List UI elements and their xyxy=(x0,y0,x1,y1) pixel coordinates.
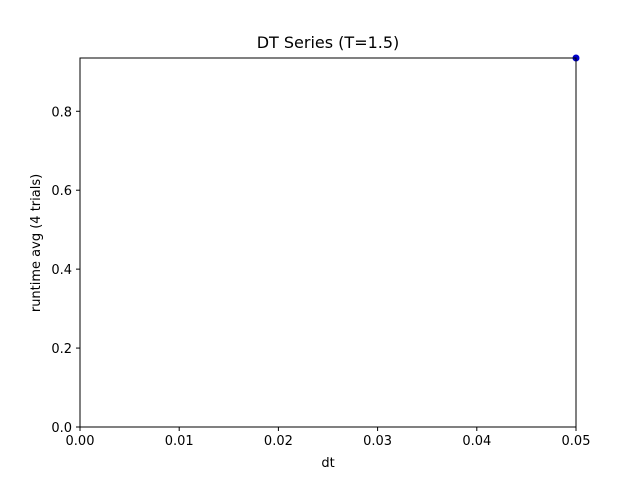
x-tick-label: 0.04 xyxy=(462,434,491,449)
y-axis-ticks: 0.0 0.2 0.4 0.6 0.8 xyxy=(51,105,80,436)
plot-frame xyxy=(79,57,577,428)
x-tick-label: 0.02 xyxy=(264,434,293,449)
y-tick-label: 0.4 xyxy=(51,263,72,278)
y-tick-label: 0.8 xyxy=(51,105,72,120)
y-tick-label: 0.0 xyxy=(51,421,72,436)
y-tick-label: 0.6 xyxy=(51,184,72,199)
y-tick-label: 0.2 xyxy=(51,342,72,357)
x-tick-label: 0.00 xyxy=(66,434,95,449)
x-tick-label: 0.05 xyxy=(562,434,591,449)
y-axis-label: runtime avg (4 trials) xyxy=(29,174,44,312)
chart-title: DT Series (T=1.5) xyxy=(257,33,400,52)
x-tick-label: 0.01 xyxy=(165,434,194,449)
x-axis-label: dt xyxy=(321,456,334,471)
x-tick-label: 0.03 xyxy=(363,434,392,449)
x-axis-ticks: 0.00 0.01 0.02 0.03 0.04 0.05 xyxy=(66,427,591,449)
